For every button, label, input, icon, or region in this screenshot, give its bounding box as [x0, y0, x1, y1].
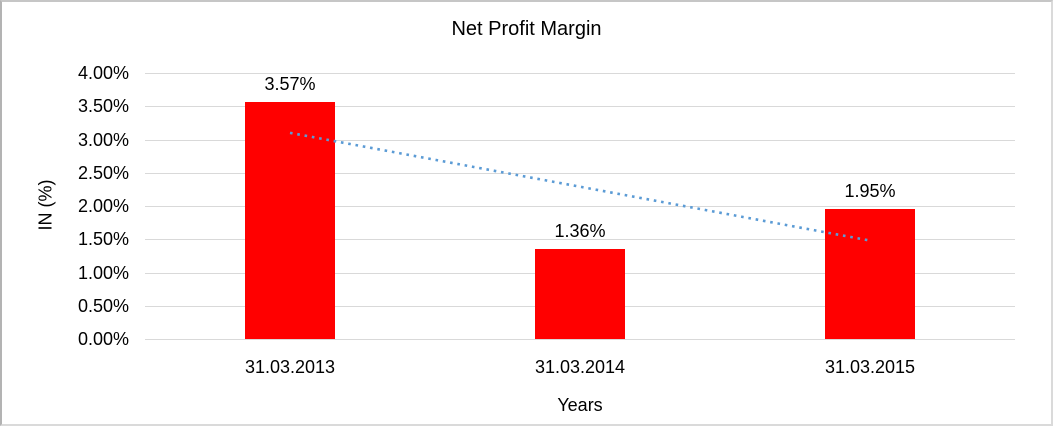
y-tick-label: 0.00%: [77, 329, 129, 349]
x-tick-label: 31.03.2015: [824, 357, 916, 377]
x-tick-label: 31.03.2013: [244, 357, 336, 377]
bar-value-label: 1.36%: [554, 220, 606, 241]
chart-title: Net Profit Margin: [451, 18, 602, 40]
bar[interactable]: [535, 248, 625, 339]
bar[interactable]: [245, 101, 335, 339]
bar-value-label: 1.95%: [844, 181, 896, 202]
y-tick-label: 3.00%: [77, 129, 129, 150]
y-tick-label: 2.00%: [77, 196, 129, 216]
y-tick-label: 1.50%: [77, 229, 129, 250]
gridline: [145, 73, 1015, 74]
y-tick-label: 2.50%: [77, 162, 129, 183]
y-tick-label: 4.00%: [77, 63, 129, 83]
bar[interactable]: [825, 209, 915, 339]
y-tick-label: 1.00%: [77, 262, 129, 283]
y-tick-label: 3.50%: [77, 96, 129, 117]
gridline: [145, 106, 1015, 108]
bar-value-label: 3.57%: [264, 73, 316, 94]
x-axis-title: Years: [557, 395, 603, 415]
y-tick-label: 0.50%: [77, 295, 129, 316]
x-tick-label: 31.03.2014: [534, 357, 626, 377]
x-axis-line: [145, 339, 1015, 340]
